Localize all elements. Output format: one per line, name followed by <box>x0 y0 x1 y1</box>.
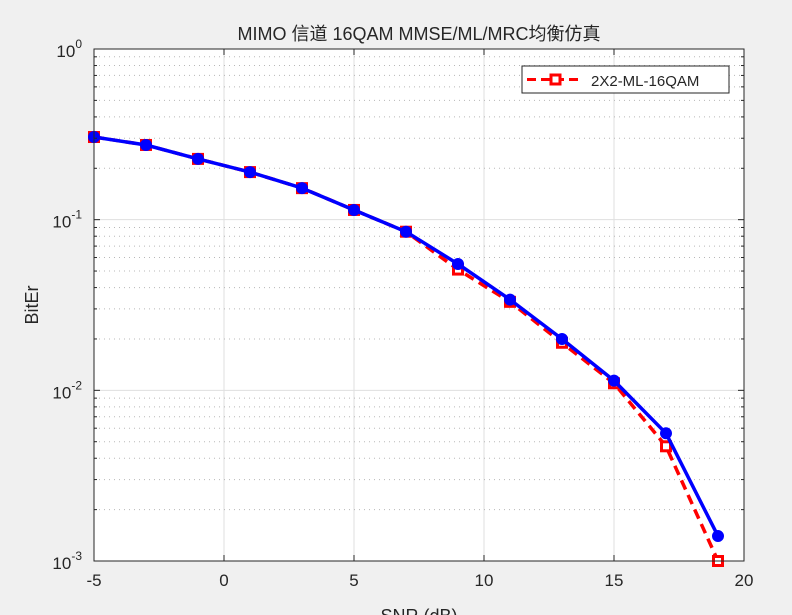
y-tick-label: 10-1 <box>52 208 82 232</box>
square-marker <box>660 440 672 453</box>
circle-marker <box>140 138 152 151</box>
legend[interactable]: 2X2-ML-16QAM <box>521 65 730 94</box>
legend-entry-label: 2X2-ML-16QAM <box>591 73 699 90</box>
x-tick-labels: -5 0 5 10 15 20 <box>86 571 753 590</box>
circle-marker <box>504 293 516 306</box>
circle-marker <box>244 166 256 179</box>
x-tick-label: 10 <box>475 571 494 590</box>
circle-marker <box>192 152 204 165</box>
y-tick-label: 100 <box>56 37 82 61</box>
y-axis-label: BitEr <box>22 285 42 324</box>
x-tick-label: 0 <box>219 571 228 590</box>
axes-box <box>93 48 745 562</box>
y-tick-label: 10-2 <box>52 378 82 402</box>
circle-marker <box>348 203 360 216</box>
x-axis-label: SNR (dB) <box>380 606 457 615</box>
circle-marker <box>452 257 464 270</box>
circle-marker <box>712 530 724 543</box>
x-tick-label: -5 <box>86 571 101 590</box>
circle-marker <box>296 182 308 195</box>
circle-marker <box>556 332 568 345</box>
x-tick-label: 15 <box>605 571 624 590</box>
y-tick-labels: 100 10-1 10-2 10-3 <box>52 37 82 573</box>
plot-area <box>94 49 744 561</box>
chart-title: MIMO 信道 16QAM MMSE/ML/MRC均衡仿真 <box>237 24 600 44</box>
axis-ticks <box>93 49 745 562</box>
legend-square-marker-icon <box>549 73 562 86</box>
y-tick-label: 10-3 <box>52 549 82 573</box>
x-tick-label: 20 <box>735 571 754 590</box>
x-tick-label: 5 <box>349 571 358 590</box>
circle-marker <box>400 225 412 238</box>
circle-marker <box>608 374 620 387</box>
circle-marker <box>660 427 672 440</box>
